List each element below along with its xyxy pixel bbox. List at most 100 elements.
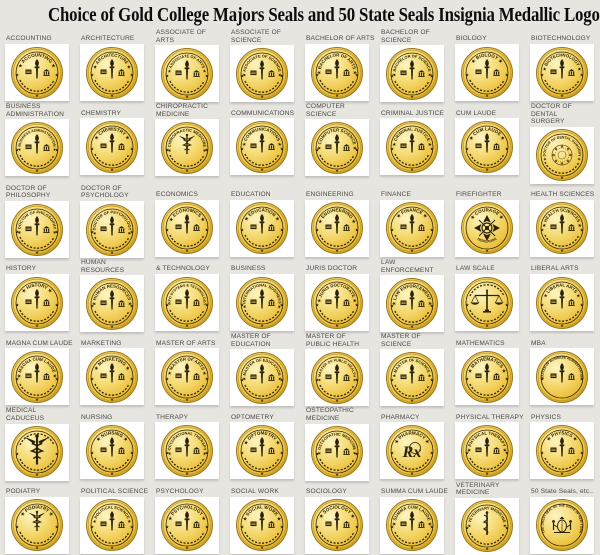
svg-text:★: ★ <box>55 229 60 234</box>
svg-text:★: ★ <box>315 302 320 307</box>
scale-of-justice-icon: ★ ★ ★ <box>461 276 513 329</box>
svg-text:★: ★ <box>35 324 39 328</box>
torch-emblem-icon: ★ ARCHITECTURE ★★ ★★ <box>86 46 138 99</box>
seal-card: ★ MARKETING ★ ★ ★ ★ <box>80 348 144 406</box>
seal-card: ★ HUMAN RESOURCES ★ ★ ★ ★ <box>80 275 144 333</box>
torch-emblem-icon: ★ OCCUPATIONAL THERAPY ★★ ★★ <box>161 424 213 477</box>
seal-card: ★ COMPUTER SCIENCE ★ ★ ★ ★ <box>305 119 369 177</box>
rx-pharmacy-icon: ★ PHARMACY ★★ ★★Rx <box>386 424 438 477</box>
svg-text:★: ★ <box>15 452 20 457</box>
seal-card: ★ SOCIAL WORK ★ ★ ★ ★ <box>230 496 294 554</box>
svg-text:★: ★ <box>485 547 489 551</box>
svg-text:★: ★ <box>280 525 285 530</box>
torch-emblem-icon: ★ EDUCATION ★★ ★★ <box>236 202 288 255</box>
svg-text:★: ★ <box>130 525 135 530</box>
seal-card: ★ JURIS DOCTORATE ★ ★ ★ ★ <box>305 274 369 332</box>
torch-emblem-icon: ★ MASTER OF PUBLIC HEALTH ★★ ★★ <box>311 351 363 404</box>
svg-text:★: ★ <box>560 472 564 476</box>
svg-text:★: ★ <box>335 249 339 253</box>
seal-item: CUM LAUDE ★ CUM LAUDE ★ ★ ★ ★ <box>450 102 525 184</box>
seal-label: ASSOCIATE OF ARTS <box>156 29 207 44</box>
torch-emblem-icon: MASTER OF BUSINESS ADMINISTRATION★ ★ <box>536 350 588 403</box>
seal-item: LAW SCALE ★ ★ ★ <box>450 258 525 332</box>
torch-emblem-icon <box>25 288 50 309</box>
seal-card: ★ FINANCE ★ ★ ★ ★ <box>380 199 444 257</box>
svg-text:★: ★ <box>485 398 489 402</box>
torch-emblem-icon <box>25 362 50 383</box>
seal-item: OPTOMETRY ★ OPTOMETRY ★ ★ ★ ★ <box>225 406 300 480</box>
seal-card: ★ BIOTECHNOLOGY ★ ★ ★ ★ <box>530 44 594 101</box>
seal-item: NURSING ★ NURSING ★ ★ ★ ★ <box>75 406 150 480</box>
svg-text:★: ★ <box>465 72 470 77</box>
seal-label: LAW SCALE <box>456 265 495 273</box>
caduceus-icon: ★ PODIATRY ★★ ★★ <box>11 499 63 552</box>
seal-label: PHYSICS <box>531 413 561 421</box>
seal-item: PSYCHOLOGY ★ PSYCHOLOGY ★ ★ ★ ★ <box>150 481 225 555</box>
svg-text:★: ★ <box>35 169 39 173</box>
torch-emblem-icon: ★ PSYCHOLOGY ★★ ★★ <box>161 499 213 552</box>
seal-row: DOCTOR OF PHILOSOPHY ★ DOCTOR OF PHILOSOP… <box>0 184 600 259</box>
torch-emblem-icon <box>400 132 425 153</box>
seal-item: BUSINESS ADMINISTRATION ★ BUSINESS ADMINI… <box>0 102 75 184</box>
seal-card: ★ DOCTOR OF PSYCHOLOGY ★ ★ ★ ★ <box>80 201 144 259</box>
seal-label: & TECHNOLOGY <box>156 265 211 273</box>
svg-text:★: ★ <box>580 302 585 307</box>
seal-label: COMMUNICATIONS <box>231 109 295 117</box>
svg-text:★: ★ <box>260 399 264 403</box>
torch-emblem-icon <box>100 362 125 383</box>
svg-text:★: ★ <box>560 176 564 180</box>
seal-card: ★ CHEMISTRY ★ ★ ★ ★ <box>80 118 144 176</box>
seal-card: ★ CHIROPRACTIC MEDICINE ★ ★ ★ ★ <box>155 119 219 177</box>
svg-text:★: ★ <box>35 546 39 550</box>
seal-item: DOCTOR OF DENTAL SURGERY ★ DOCTOR OF DENT… <box>525 102 600 184</box>
torch-emblem-icon: ★ MASTER OF SCIENCE ★★ ★★ <box>386 351 438 404</box>
svg-text:★: ★ <box>205 228 210 233</box>
seal-card: ★ DOCTOR OF PHILOSOPHY ★ ★ ★ ★ <box>5 201 69 259</box>
seal-item: CHEMISTRY ★ CHEMISTRY ★ ★ ★ ★ <box>75 102 150 184</box>
svg-text:★: ★ <box>505 376 510 381</box>
svg-text:★: ★ <box>260 168 264 172</box>
torch-emblem-icon: ★ MAGNA CUM LAUDE ★★ ★★ <box>11 350 63 403</box>
seal-card: ★ PHARMACY ★ ★ ★ ★ Rx <box>380 422 444 480</box>
seal-label: ENGINEERING <box>306 191 354 199</box>
seal-label: PHYSICAL THERAPY <box>456 413 524 421</box>
seal-card: ★ CUM LAUDE ★ ★ ★ ★ <box>455 118 519 176</box>
svg-text:★: ★ <box>165 376 170 381</box>
svg-text:★: ★ <box>390 377 395 382</box>
svg-text:★: ★ <box>335 324 339 328</box>
torch-emblem-icon: ★ HEALTH SCIENCES ★★ ★★ <box>536 202 588 255</box>
torch-emblem-icon: ★ DOCTOR OF PSYCHOLOGY ★★ ★★ <box>86 203 138 256</box>
torch-emblem-icon <box>400 363 425 384</box>
seal-card: ★ SOCIOLOGY ★ ★ ★ ★ <box>305 496 369 554</box>
scale-of-justice-icon <box>470 289 504 313</box>
svg-text:★: ★ <box>465 146 470 151</box>
svg-text:★: ★ <box>205 73 210 78</box>
svg-text:★: ★ <box>110 398 114 402</box>
torch-emblem-icon: ★ BACHELOR OF SCIENCE ★★ ★★ <box>386 47 438 100</box>
svg-text:★: ★ <box>205 525 210 530</box>
seal-label: COMPUTER SCIENCE <box>306 103 345 118</box>
seal-card: ★ BIOLOGY ★ ★ ★ ★ <box>455 44 519 101</box>
seal-row: BUSINESS ADMINISTRATION ★ BUSINESS ADMINI… <box>0 102 600 184</box>
seal-label: CHIROPRACTIC MEDICINE <box>156 103 208 118</box>
seal-card: ★ ACCOUNTING ★ ★ ★ ★ <box>5 44 69 101</box>
seal-item: JURIS DOCTOR ★ JURIS DOCTORATE ★ ★ ★ ★ <box>300 258 375 332</box>
svg-text:★: ★ <box>240 228 245 233</box>
seal-label: MARKETING <box>81 339 122 347</box>
seal-card: ★ HEALTH SCIENCES ★ ★ ★ ★ <box>530 199 594 257</box>
seal-label: MASTER OF PUBLIC HEALTH <box>306 333 360 348</box>
svg-text:★: ★ <box>260 324 264 328</box>
seal-label: NURSING <box>81 413 113 421</box>
torch-emblem-icon: ★ BUSINESS ADMINISTRATION ★★ ★★ <box>11 121 63 174</box>
seal-card: ★ BACHELOR OF SCIENCE ★ ★ ★ ★ <box>380 45 444 103</box>
torch-emblem-icon: ★ DOCTOR OF PHILOSOPHY ★★ ★★ <box>11 203 63 256</box>
seal-grid: ACCOUNTING ★ ACCOUNTING ★ ★ ★ ★ ARCHITECTURE ★… <box>0 28 600 555</box>
seal-card: ★ LAW ENFORCEMENT ★ ★ ★ ★ <box>380 275 444 333</box>
seal-card: ★ INFO SYSTEMS & TECHNOLOGY ★★★★ <box>155 274 219 332</box>
svg-text:★: ★ <box>485 324 489 328</box>
torch-emblem-icon <box>325 58 350 78</box>
torch-emblem-icon <box>25 58 50 78</box>
torch-emblem-icon <box>400 289 425 310</box>
seal-card: ★ COURAGE ★ DEDICATION ★ <box>455 199 519 257</box>
seal-card: ★ MASTER OF EDUCATION ★ ★ ★ ★ <box>230 349 294 407</box>
